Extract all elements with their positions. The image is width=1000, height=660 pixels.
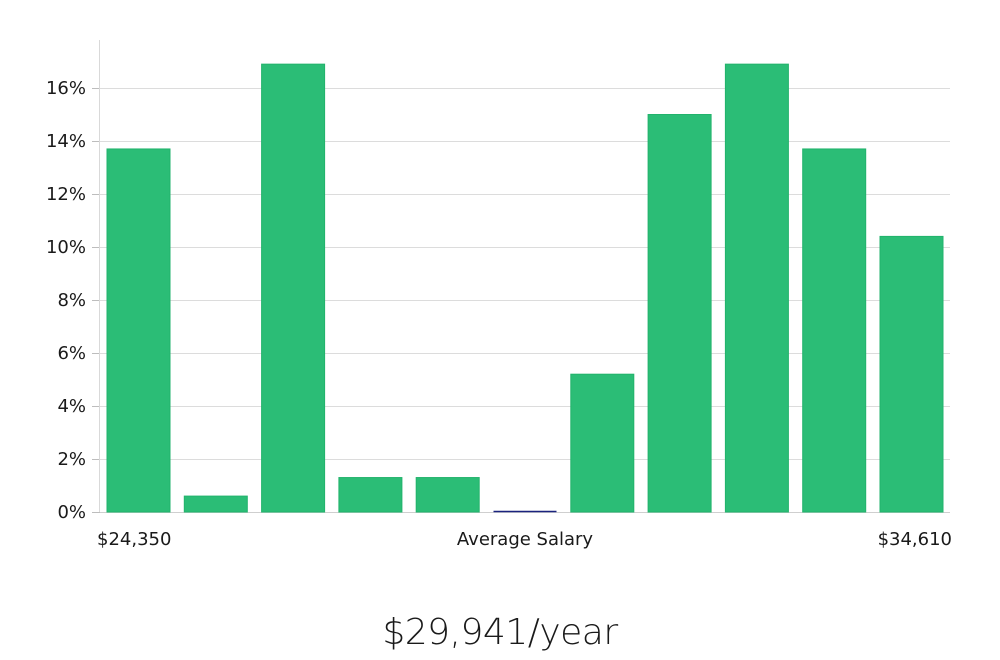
salary-histogram: 0% 2% 4% 6% 8% 10% 12% 14% 16% [46, 40, 950, 523]
y-tick-label: 2% [57, 449, 86, 470]
y-tick-label: 8% [57, 290, 86, 311]
bar [338, 477, 403, 513]
average-salary-value: $29,941/year [382, 612, 618, 653]
y-tick-label: 16% [46, 78, 86, 99]
y-tick-label: 6% [57, 343, 86, 364]
bar [183, 495, 248, 513]
x-range-max-label: $34,610 [877, 529, 952, 550]
bar [647, 114, 712, 513]
bar [261, 63, 326, 513]
bar [802, 148, 867, 513]
y-tick-label: 4% [57, 396, 86, 417]
x-axis-title: Average Salary [456, 529, 594, 550]
bar [415, 477, 480, 513]
bars [106, 63, 944, 513]
bar [879, 235, 944, 513]
x-range-min-label: $24,350 [97, 529, 172, 550]
y-tick-label: 10% [46, 237, 86, 258]
bar [724, 63, 789, 513]
y-tick-label: 0% [57, 502, 86, 523]
y-tick-labels: 0% 2% 4% 6% 8% 10% 12% 14% 16% [46, 78, 86, 523]
bar [570, 373, 635, 513]
y-tick-label: 14% [46, 131, 86, 152]
bar [106, 148, 171, 513]
y-tick-label: 12% [46, 184, 86, 205]
